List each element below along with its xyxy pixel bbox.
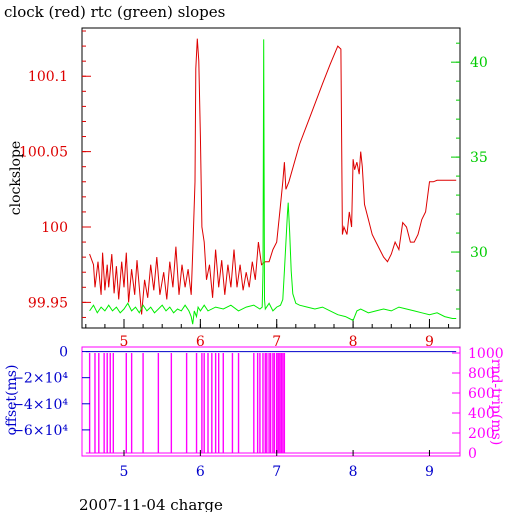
y2-tick-label: 800 — [468, 366, 495, 382]
y-tick-label: −2×10⁴ — [12, 371, 68, 387]
rtc-series-line — [89, 39, 457, 325]
y2-tick-label: 200 — [468, 426, 495, 442]
y2-axis-label: rnd-trip(ms) — [488, 359, 504, 446]
x-tick-label: 9 — [425, 464, 434, 480]
plot-frame — [81, 27, 461, 329]
y2-tick-label: 1000 — [468, 346, 504, 362]
footer-label: 2007-11-04 charge — [79, 496, 223, 512]
y-tick-label: −4×10⁴ — [12, 397, 68, 413]
y2-tick-label: 400 — [468, 406, 495, 422]
chart-title: clock (red) rtc (green) slopes — [4, 3, 225, 21]
plot-frame — [81, 346, 461, 457]
y-tick-label: 0 — [59, 345, 68, 361]
clock-series-line — [89, 38, 457, 315]
y-axis-label: offset(ms) — [4, 365, 20, 436]
y2-tick-label: 600 — [468, 386, 495, 402]
y-tick-label: −6×10⁴ — [12, 423, 68, 439]
x-tick-label: 7 — [272, 334, 281, 350]
y-tick-label: 100.1 — [28, 69, 68, 85]
y2-tick-label: 35 — [470, 150, 488, 166]
offset-chart: 0 −2×10⁴ −4×10⁴ −6×10⁴ 0 200 400 600 800 1000 5 6 7 8… — [4, 345, 504, 480]
x-tick-label: 6 — [196, 334, 205, 350]
x-tick-label: 5 — [120, 334, 129, 350]
x-tick-label: 5 — [120, 464, 129, 480]
y2-tick-label: 30 — [470, 245, 488, 261]
y-tick-label: 100.05 — [19, 145, 68, 161]
slope-chart: 99.95 100 100.05 100.1 30 35 40 5 6 7 8 9 clockslope — [8, 27, 488, 350]
x-tick-label: 6 — [196, 464, 205, 480]
y2-tick-label: 40 — [470, 55, 488, 71]
y2-tick-label: 0 — [468, 446, 477, 462]
x-tick-label: 7 — [272, 464, 281, 480]
x-tick-label: 8 — [349, 464, 358, 480]
x-tick-label: 9 — [425, 334, 434, 350]
y-tick-label: 100 — [41, 220, 68, 236]
y-tick-label: 99.95 — [28, 295, 68, 311]
y-axis-label: clockslope — [8, 141, 24, 215]
x-tick-label: 8 — [349, 334, 358, 350]
